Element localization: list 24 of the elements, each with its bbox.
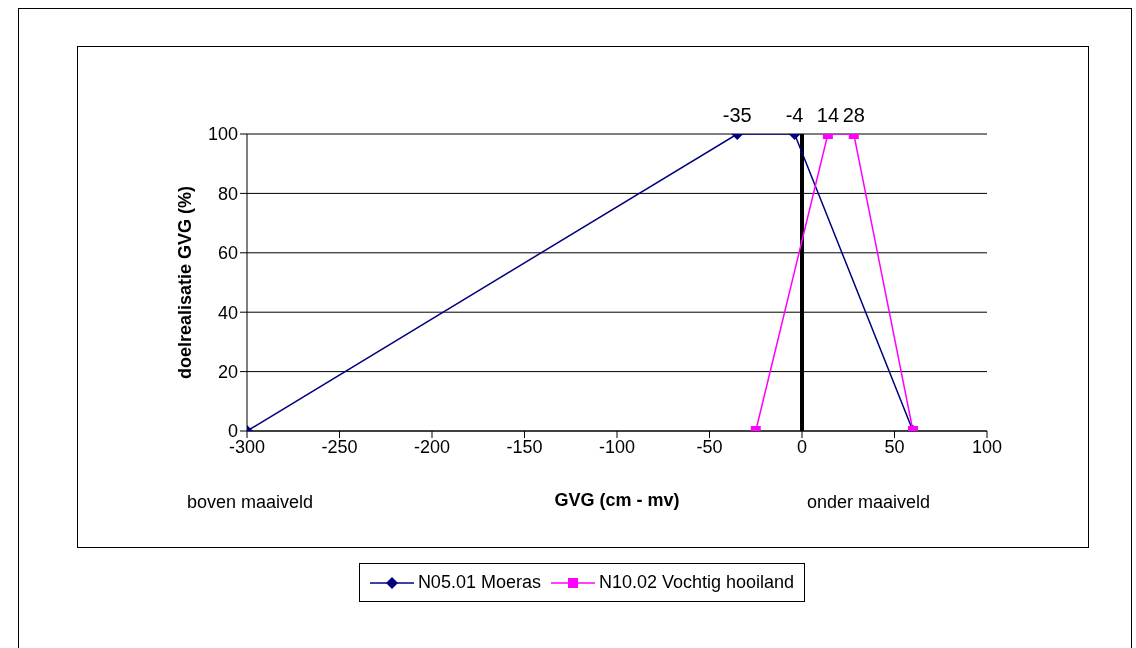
y-axis-title: doelrealisatie GVG (%) bbox=[175, 185, 196, 380]
y-tick-label: 40 bbox=[217, 302, 238, 323]
y-tick-label: 100 bbox=[207, 124, 238, 145]
annotation: 14 bbox=[816, 104, 840, 126]
x-tick-label: -50 bbox=[696, 436, 723, 457]
text: boven maaiveld bbox=[187, 492, 314, 513]
x-tick-label: -250 bbox=[321, 436, 358, 457]
annotation: -4 bbox=[785, 104, 804, 126]
y-tick-label: 80 bbox=[217, 183, 238, 204]
x-tick-label: 100 bbox=[971, 436, 1003, 457]
y-tick-label: 20 bbox=[217, 361, 238, 382]
text: onder maaiveld bbox=[807, 492, 931, 513]
legend-label: N10.02 Vochtig hooiland bbox=[598, 572, 795, 593]
x-tick-label: 0 bbox=[796, 436, 808, 457]
legend-label: N05.01 Moeras bbox=[417, 572, 541, 593]
x-tick-label: -150 bbox=[506, 436, 543, 457]
x-tick-label: 50 bbox=[884, 436, 905, 457]
annotation: 28 bbox=[842, 104, 865, 126]
y-tick-label: 60 bbox=[217, 243, 238, 264]
x-tick-label: -300 bbox=[228, 436, 266, 457]
annotation: -35 bbox=[722, 104, 752, 126]
x-axis-title: GVG (cm - mv) bbox=[554, 489, 680, 510]
x-tick-label: -200 bbox=[413, 436, 451, 457]
x-tick-label: -100 bbox=[598, 436, 636, 457]
